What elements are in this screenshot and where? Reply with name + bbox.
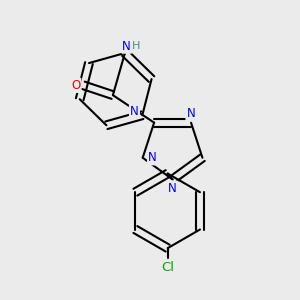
Text: N: N xyxy=(148,151,157,164)
Text: H: H xyxy=(132,41,141,51)
Text: N: N xyxy=(130,105,139,118)
Text: N: N xyxy=(122,40,131,52)
Text: N: N xyxy=(187,107,195,120)
Text: Cl: Cl xyxy=(161,261,174,274)
Text: N: N xyxy=(168,182,177,195)
Text: O: O xyxy=(71,79,80,92)
